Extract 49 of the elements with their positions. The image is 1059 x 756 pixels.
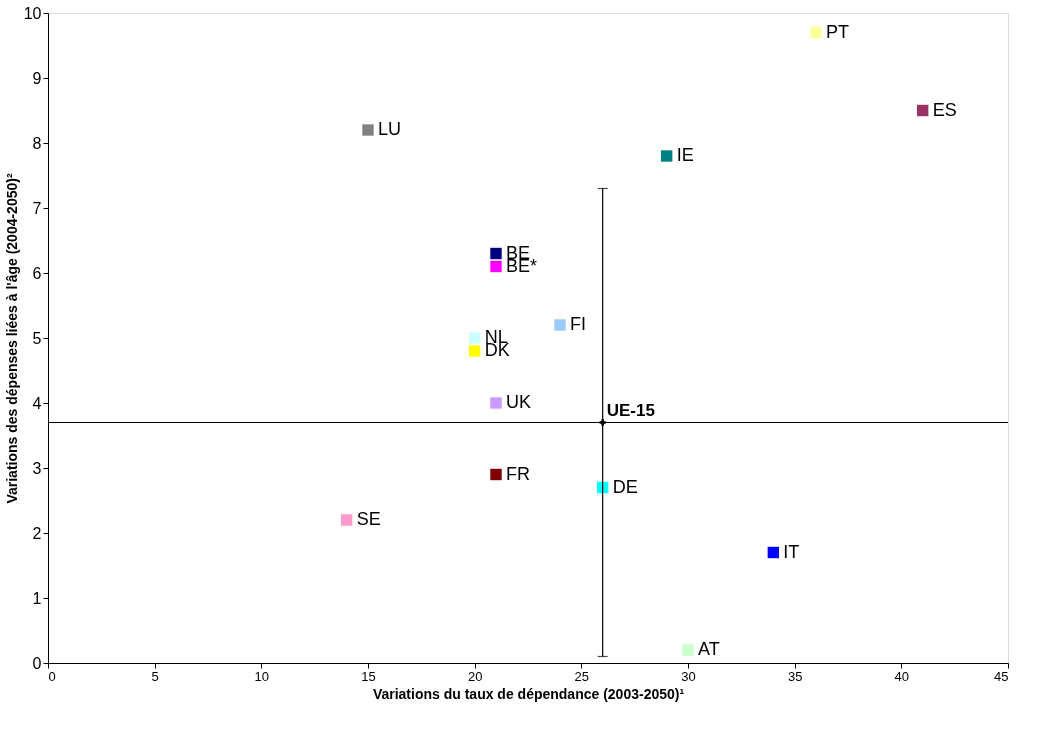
x-tick-label: 10 <box>254 668 270 684</box>
series-label: PT <box>826 21 850 42</box>
point <box>362 124 374 136</box>
point <box>682 644 694 656</box>
point <box>490 397 502 409</box>
point <box>490 260 502 273</box>
y-axis-title: Variations des dépenses liées à l'âge (2004-2050)² <box>3 173 20 504</box>
y-tick-label: 2 <box>32 524 42 542</box>
series-label: AT <box>698 639 720 659</box>
series-label: FI <box>570 314 586 334</box>
point <box>490 468 502 481</box>
y-tick-label: 6 <box>32 264 42 282</box>
x-tick-label: 25 <box>574 668 590 684</box>
series-label: UE-15 <box>606 400 655 420</box>
x-tick-label: 35 <box>787 668 803 684</box>
series-label: SE <box>356 509 381 529</box>
y-tick-label: 9 <box>32 69 42 87</box>
series-label: ES <box>932 99 957 120</box>
point <box>468 332 481 344</box>
y-tick-label: 3 <box>32 459 42 477</box>
series-label: LU <box>378 119 402 139</box>
x-tick-label: 5 <box>151 668 159 684</box>
y-tick-label: 4 <box>32 394 42 412</box>
x-tick-label: 0 <box>48 668 56 684</box>
y-tick-label: 10 <box>23 4 42 22</box>
y-tick-label: 7 <box>32 199 42 217</box>
x-tick-label: 30 <box>681 668 696 684</box>
series-label: IT <box>783 541 800 562</box>
series-label: FR <box>506 463 530 484</box>
point <box>767 546 780 559</box>
y-tick-label: 8 <box>32 134 42 152</box>
series-label: UK <box>506 392 532 412</box>
y-tick-label: 5 <box>32 329 42 347</box>
point <box>468 345 481 357</box>
x-tick-label: 45 <box>994 668 1009 684</box>
point <box>660 150 673 162</box>
y-tick-label: 1 <box>32 589 42 607</box>
point <box>916 104 929 117</box>
point <box>554 319 566 331</box>
x-tick-label: 40 <box>894 668 910 684</box>
y-tick-label: 0 <box>32 654 42 672</box>
x-axis-title: Variations du taux de dépendance (2003-2050)¹ <box>372 685 685 702</box>
point <box>340 514 353 526</box>
series-label: IE <box>676 145 694 165</box>
point <box>490 247 502 260</box>
point <box>810 26 822 39</box>
x-tick-label: 15 <box>361 668 376 684</box>
series-label: DE <box>612 476 638 497</box>
x-tick-label: 20 <box>467 668 483 684</box>
